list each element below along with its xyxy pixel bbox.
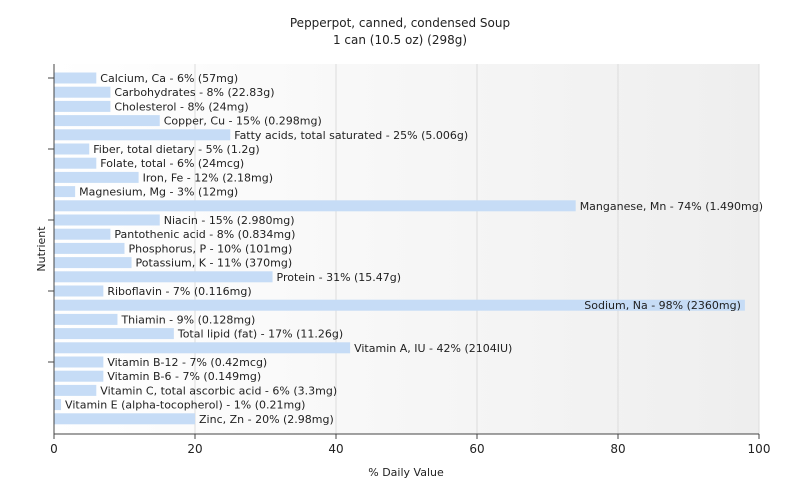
axes: [48, 64, 760, 439]
bar-label: Vitamin A, IU - 42% (2104IU): [354, 342, 512, 355]
bar: [54, 72, 97, 84]
bar: [54, 413, 195, 425]
bar-series: [54, 72, 745, 425]
bar-label: Vitamin B-6 - 7% (0.149mg): [107, 370, 261, 383]
bar: [54, 271, 273, 283]
bar: [54, 285, 104, 297]
bar: [54, 328, 174, 340]
x-tick-labels: 0 20 40 60 80 100: [50, 442, 770, 456]
bar: [54, 143, 90, 155]
bar-label: Carbohydrates - 8% (22.83g): [114, 86, 274, 99]
bar-label: Total lipid (fat) - 17% (11.26g): [177, 328, 343, 341]
bar: [54, 356, 104, 368]
bar-label: Sodium, Na - 98% (2360mg): [584, 299, 741, 312]
x-tick-label: 0: [50, 442, 58, 456]
bar-label: Vitamin C, total ascorbic acid - 6% (3.3…: [100, 384, 337, 397]
bar: [54, 313, 118, 325]
bar: [54, 399, 62, 411]
bar-label: Protein - 31% (15.47g): [277, 271, 402, 284]
bar: [54, 214, 160, 226]
x-tick-label: 20: [187, 442, 202, 456]
chart-subtitle: 1 can (10.5 oz) (298g): [333, 33, 467, 47]
bar: [54, 384, 97, 396]
bar-label: Iron, Fe - 12% (2.18mg): [143, 171, 273, 184]
bar-label: Riboflavin - 7% (0.116mg): [107, 285, 251, 298]
gridlines: [194, 64, 760, 434]
x-tick-label: 40: [328, 442, 343, 456]
bar: [54, 115, 160, 127]
x-tick-label: 80: [610, 442, 625, 456]
bar: [54, 200, 576, 212]
bar: [54, 370, 104, 382]
plot-area: [54, 64, 759, 434]
bar-label: Fiber, total dietary - 5% (1.2g): [93, 143, 259, 156]
chart-title: Pepperpot, canned, condensed Soup: [290, 16, 510, 30]
bar-labels: Calcium, Ca - 6% (57mg)Carbohydrates - 8…: [65, 72, 763, 426]
bar-label: Zinc, Zn - 20% (2.98mg): [199, 413, 334, 426]
bar-label: Manganese, Mn - 74% (1.490mg): [580, 200, 763, 213]
bar-label: Thiamin - 9% (0.128mg): [120, 313, 255, 326]
bar: [54, 228, 111, 240]
bar-label: Niacin - 15% (2.980mg): [164, 214, 295, 227]
bar: [54, 342, 351, 354]
bar-label: Magnesium, Mg - 3% (12mg): [79, 186, 238, 199]
x-axis-label: % Daily Value: [368, 466, 444, 479]
bar: [54, 242, 125, 254]
bar: [54, 157, 97, 169]
bar-label: Vitamin E (alpha-tocopherol) - 1% (0.21m…: [65, 399, 305, 412]
bar-label: Potassium, K - 11% (370mg): [136, 257, 293, 270]
bar-label: Calcium, Ca - 6% (57mg): [100, 72, 238, 85]
bar: [54, 86, 111, 98]
bar: [54, 186, 76, 198]
bar: [54, 100, 111, 112]
bar-label: Vitamin B-12 - 7% (0.42mcg): [107, 356, 267, 369]
y-axis-label: Nutrient: [35, 226, 48, 272]
bar: [54, 129, 231, 141]
bar: [54, 257, 132, 269]
bar-label: Phosphorus, P - 10% (101mg): [129, 242, 293, 255]
bar-label: Fatty acids, total saturated - 25% (5.00…: [234, 129, 468, 142]
bar-label: Cholesterol - 8% (24mg): [114, 100, 248, 113]
bar-label: Copper, Cu - 15% (0.298mg): [164, 115, 322, 128]
bar-label: Folate, total - 6% (24mcg): [100, 157, 244, 170]
x-tick-label: 100: [748, 442, 771, 456]
bar: [54, 171, 139, 183]
bar-label: Pantothenic acid - 8% (0.834mg): [114, 228, 295, 241]
bar: [54, 299, 745, 311]
x-tick-label: 60: [469, 442, 484, 456]
